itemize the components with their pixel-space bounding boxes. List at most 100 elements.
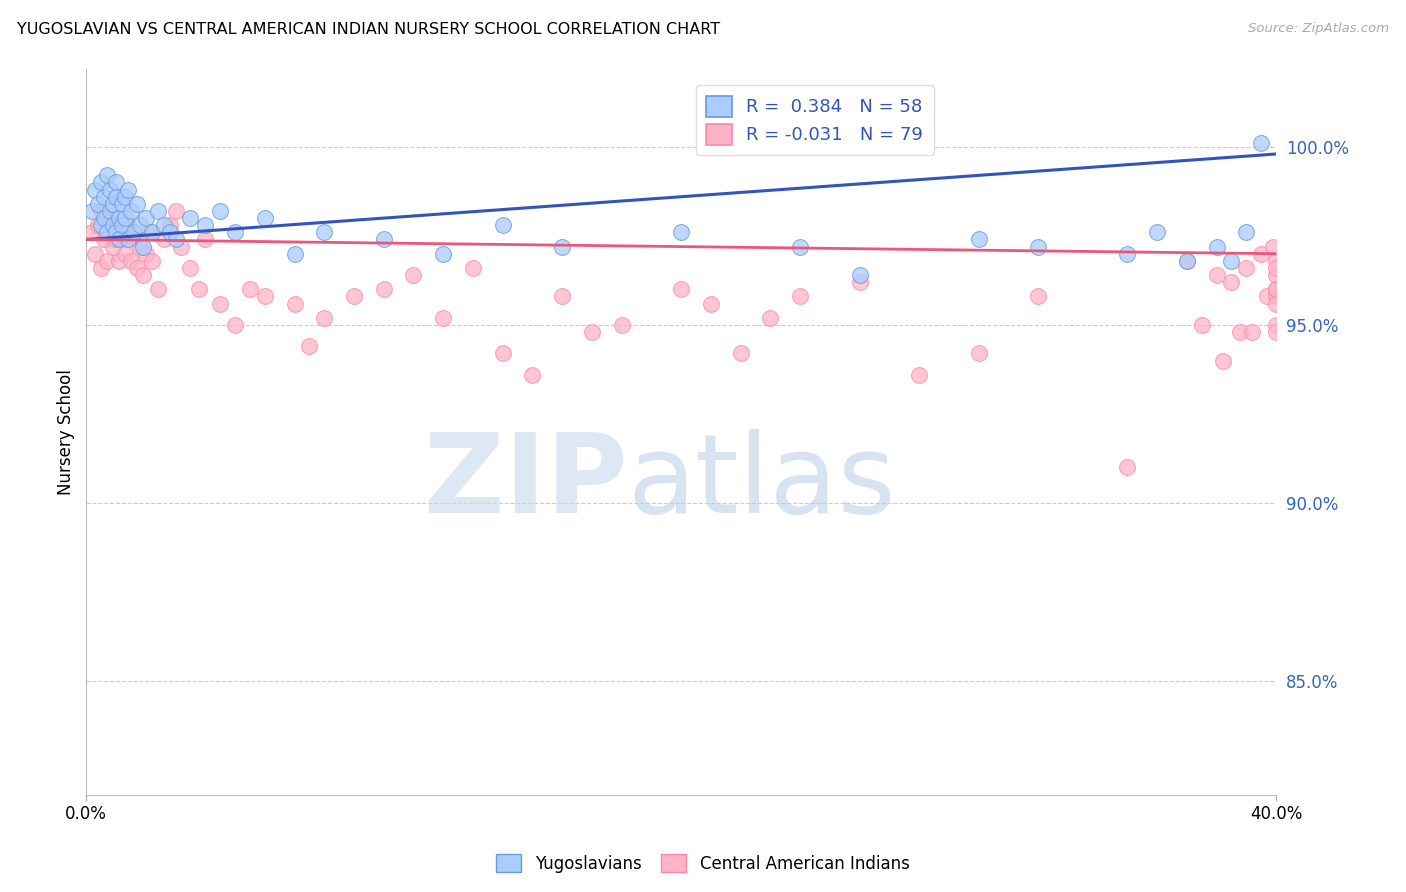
Point	[117, 218, 139, 232]
Text: YUGOSLAVIAN VS CENTRAL AMERICAN INDIAN NURSERY SCHOOL CORRELATION CHART: YUGOSLAVIAN VS CENTRAL AMERICAN INDIAN N…	[17, 22, 720, 37]
Point	[84, 246, 107, 260]
Point	[152, 232, 174, 246]
Point	[1265, 253, 1288, 268]
Point	[669, 225, 692, 239]
Point	[120, 204, 142, 219]
Point	[159, 218, 181, 232]
Point	[108, 211, 131, 226]
Point	[90, 260, 112, 275]
Point	[117, 183, 139, 197]
Point	[141, 253, 163, 268]
Point	[128, 239, 150, 253]
Point	[253, 211, 276, 226]
Point	[610, 318, 633, 332]
Point	[93, 190, 115, 204]
Point	[122, 225, 145, 239]
Point	[111, 225, 134, 239]
Point	[132, 268, 155, 282]
Point	[96, 169, 118, 183]
Point	[101, 239, 124, 253]
Point	[1146, 225, 1168, 239]
Point	[122, 232, 145, 246]
Point	[114, 246, 136, 260]
Point	[135, 246, 157, 260]
Point	[432, 310, 454, 325]
Point	[1234, 260, 1257, 275]
Point	[152, 218, 174, 232]
Point	[1026, 239, 1049, 253]
Point	[1234, 225, 1257, 239]
Point	[1265, 282, 1288, 296]
Point	[141, 225, 163, 239]
Point	[432, 246, 454, 260]
Point	[105, 176, 128, 190]
Point	[90, 218, 112, 232]
Point	[125, 260, 148, 275]
Point	[114, 190, 136, 204]
Point	[93, 211, 115, 226]
Point	[108, 232, 131, 246]
Point	[209, 296, 232, 310]
Legend: R =  0.384   N = 58, R = -0.031   N = 79: R = 0.384 N = 58, R = -0.031 N = 79	[696, 85, 934, 155]
Point	[848, 275, 870, 289]
Point	[1250, 246, 1272, 260]
Text: atlas: atlas	[627, 429, 896, 536]
Point	[1265, 318, 1288, 332]
Point	[1220, 275, 1243, 289]
Point	[114, 211, 136, 226]
Point	[179, 260, 201, 275]
Point	[1229, 325, 1251, 339]
Point	[1220, 253, 1243, 268]
Point	[111, 218, 134, 232]
Point	[146, 282, 169, 296]
Point	[730, 346, 752, 360]
Point	[117, 232, 139, 246]
Point	[132, 239, 155, 253]
Point	[1256, 289, 1278, 303]
Point	[789, 289, 811, 303]
Point	[105, 225, 128, 239]
Point	[165, 204, 187, 219]
Point	[108, 253, 131, 268]
Point	[1265, 296, 1288, 310]
Point	[224, 318, 246, 332]
Point	[373, 282, 395, 296]
Point	[224, 225, 246, 239]
Point	[1265, 268, 1288, 282]
Point	[96, 253, 118, 268]
Point	[98, 204, 121, 219]
Point	[82, 225, 104, 239]
Point	[170, 239, 193, 253]
Point	[1250, 136, 1272, 151]
Point	[96, 211, 118, 226]
Point	[84, 183, 107, 197]
Point	[492, 346, 515, 360]
Point	[1116, 460, 1139, 475]
Point	[165, 232, 187, 246]
Point	[759, 310, 782, 325]
Point	[1265, 260, 1288, 275]
Point	[1205, 268, 1227, 282]
Point	[461, 260, 484, 275]
Point	[120, 253, 142, 268]
Point	[159, 225, 181, 239]
Text: Source: ZipAtlas.com: Source: ZipAtlas.com	[1249, 22, 1389, 36]
Point	[492, 218, 515, 232]
Point	[105, 211, 128, 226]
Point	[967, 346, 990, 360]
Point	[138, 225, 160, 239]
Point	[96, 225, 118, 239]
Point	[669, 282, 692, 296]
Point	[98, 225, 121, 239]
Point	[581, 325, 603, 339]
Point	[522, 368, 544, 382]
Point	[700, 296, 723, 310]
Point	[111, 197, 134, 211]
Point	[101, 197, 124, 211]
Point	[402, 268, 425, 282]
Point	[1265, 325, 1288, 339]
Point	[1241, 325, 1264, 339]
Point	[373, 232, 395, 246]
Point	[194, 232, 217, 246]
Point	[848, 268, 870, 282]
